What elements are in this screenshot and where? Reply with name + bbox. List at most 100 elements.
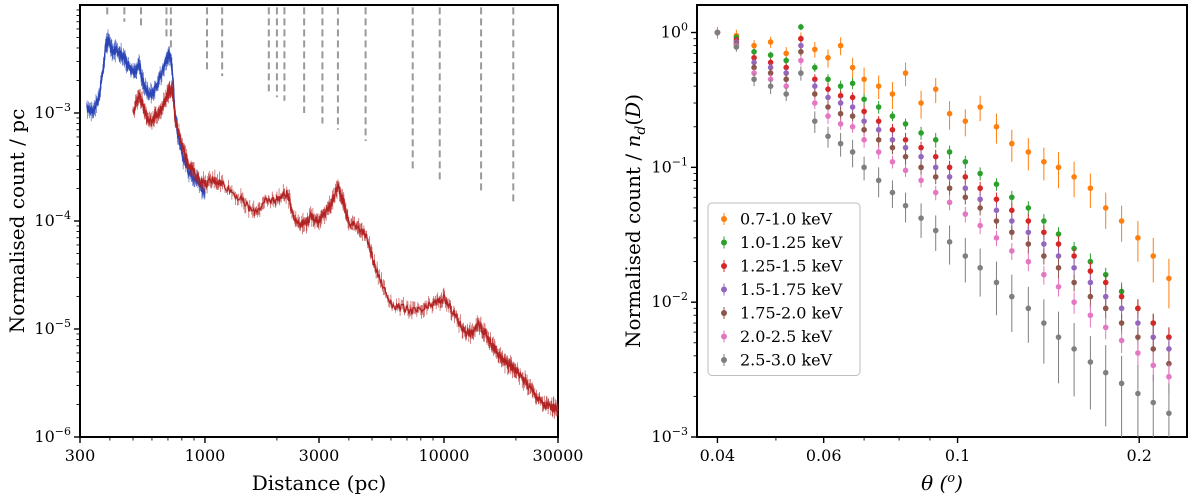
right-y-tick-label: 100: [661, 21, 688, 42]
right-data-point: [812, 118, 818, 124]
right-data-point: [902, 137, 909, 143]
right-x-tick-label: 0.06: [806, 446, 842, 465]
right-data-point: [783, 50, 789, 57]
right-data-point: [962, 118, 969, 124]
right-data-point: [825, 113, 831, 119]
right-x-tick-label: 0.2: [1126, 446, 1151, 465]
right-data-point: [932, 164, 939, 171]
right-data-point: [798, 42, 804, 49]
right-data-point: [875, 177, 882, 184]
right-y-tick-label: 10−3: [651, 425, 688, 446]
right-data-point: [837, 121, 844, 127]
right-data-point: [918, 153, 924, 160]
right-data-point: [767, 83, 774, 89]
right-data-point: [902, 167, 909, 174]
right-data-point: [1135, 334, 1141, 340]
right-data-point: [993, 196, 1000, 203]
legend-label: 1.75-2.0 keV: [740, 304, 843, 323]
right-data-point: [1071, 346, 1077, 352]
right-x-axis: 0.04 0.06 0.1 0.2: [700, 437, 1152, 465]
left-series-errorbars: [132, 80, 559, 419]
right-data-point: [1025, 205, 1032, 211]
right-data-point: [1135, 320, 1141, 326]
right-data-point: [932, 153, 939, 160]
right-data-point: [932, 86, 939, 92]
right-data-point: [798, 48, 804, 55]
right-data-point: [902, 70, 909, 76]
left-x-axis: 300 1000 3000 10000 30000: [65, 437, 583, 465]
right-series-2.5-3.0 keV: [714, 29, 1172, 437]
right-data-point: [1102, 369, 1109, 376]
right-data-point: [825, 133, 831, 140]
legend-marker: [721, 357, 727, 363]
left-y-tick-label: 10−3: [34, 101, 71, 122]
right-data-point: [798, 35, 804, 42]
legend-label: 0.7-1.0 keV: [740, 210, 833, 229]
right-data-point: [783, 57, 789, 64]
right-data-point: [1055, 231, 1062, 237]
right-data-point: [1150, 362, 1157, 369]
right-data-point: [889, 189, 896, 196]
right-data-point: [889, 113, 896, 119]
legend-label: 2.5-3.0 keV: [740, 351, 833, 370]
legend-label: 1.5-1.75 keV: [740, 280, 843, 299]
right-data-point: [1055, 264, 1062, 271]
right-data-point: [1150, 399, 1157, 406]
right-data-point: [812, 64, 818, 71]
right-data-point: [812, 91, 818, 97]
right-data-point: [798, 24, 804, 30]
left-dashed-lines: [106, 7, 515, 202]
right-data-point: [1135, 390, 1141, 397]
legend-marker: [721, 333, 727, 340]
right-data-point: [977, 104, 983, 110]
right-data-point: [993, 123, 1000, 130]
right-data-point: [1118, 380, 1125, 387]
right-data-point: [902, 144, 909, 151]
right-data-point: [977, 170, 983, 177]
right-data-point: [1118, 218, 1125, 224]
right-data-point: [1150, 253, 1157, 259]
right-data-point: [918, 164, 924, 171]
legend-marker: [721, 286, 727, 293]
right-data-point: [962, 174, 969, 180]
right-data-point: [1102, 293, 1109, 300]
right-data-point: [783, 76, 789, 83]
right-data-point: [1009, 194, 1015, 201]
left-series: [86, 29, 559, 419]
right-data-point: [849, 94, 856, 101]
right-data-point: [812, 76, 818, 83]
right-data-point: [1055, 253, 1062, 259]
right-data-point: [889, 158, 896, 165]
right-data-point: [825, 86, 831, 92]
right-data-point: [751, 59, 757, 66]
right-data-point: [977, 222, 983, 229]
right-data-point: [1087, 293, 1094, 300]
right-data-point: [1166, 334, 1172, 340]
right-data-point: [1055, 164, 1062, 171]
right-data-point: [902, 153, 909, 160]
right-data-point: [767, 59, 774, 66]
right-data-point: [767, 76, 774, 83]
right-x-tick-label: 0.04: [700, 446, 736, 465]
right-data-point: [1087, 268, 1094, 274]
right-data-point: [1071, 264, 1077, 271]
right-data-point: [714, 29, 721, 36]
legend-label: 2.0-2.5 keV: [740, 327, 833, 346]
right-data-point: [977, 185, 983, 192]
right-y-axis-label: Normalised count / nd(D): [621, 94, 649, 348]
left-x-tick-label: 1000: [185, 446, 226, 465]
left-y-axis-label: Normalised count / pc: [5, 109, 29, 334]
right-data-point: [1118, 305, 1125, 312]
right-data-point: [849, 80, 856, 87]
right-data-point: [889, 126, 896, 133]
right-y-axis: 10−3 10−2 10−1 100: [651, 21, 697, 446]
left-panel: 300 1000 3000 10000 30000 10−6 10−5 10−4 10−3 D…: [5, 4, 583, 495]
right-data-point: [861, 96, 867, 103]
right-data-point: [1150, 346, 1157, 352]
right-data-point: [962, 158, 969, 165]
right-data-point: [1041, 158, 1047, 165]
right-data-point: [1025, 149, 1032, 155]
right-data-point: [946, 164, 953, 171]
right-data-point: [837, 100, 844, 106]
right-data-point: [1025, 218, 1032, 224]
